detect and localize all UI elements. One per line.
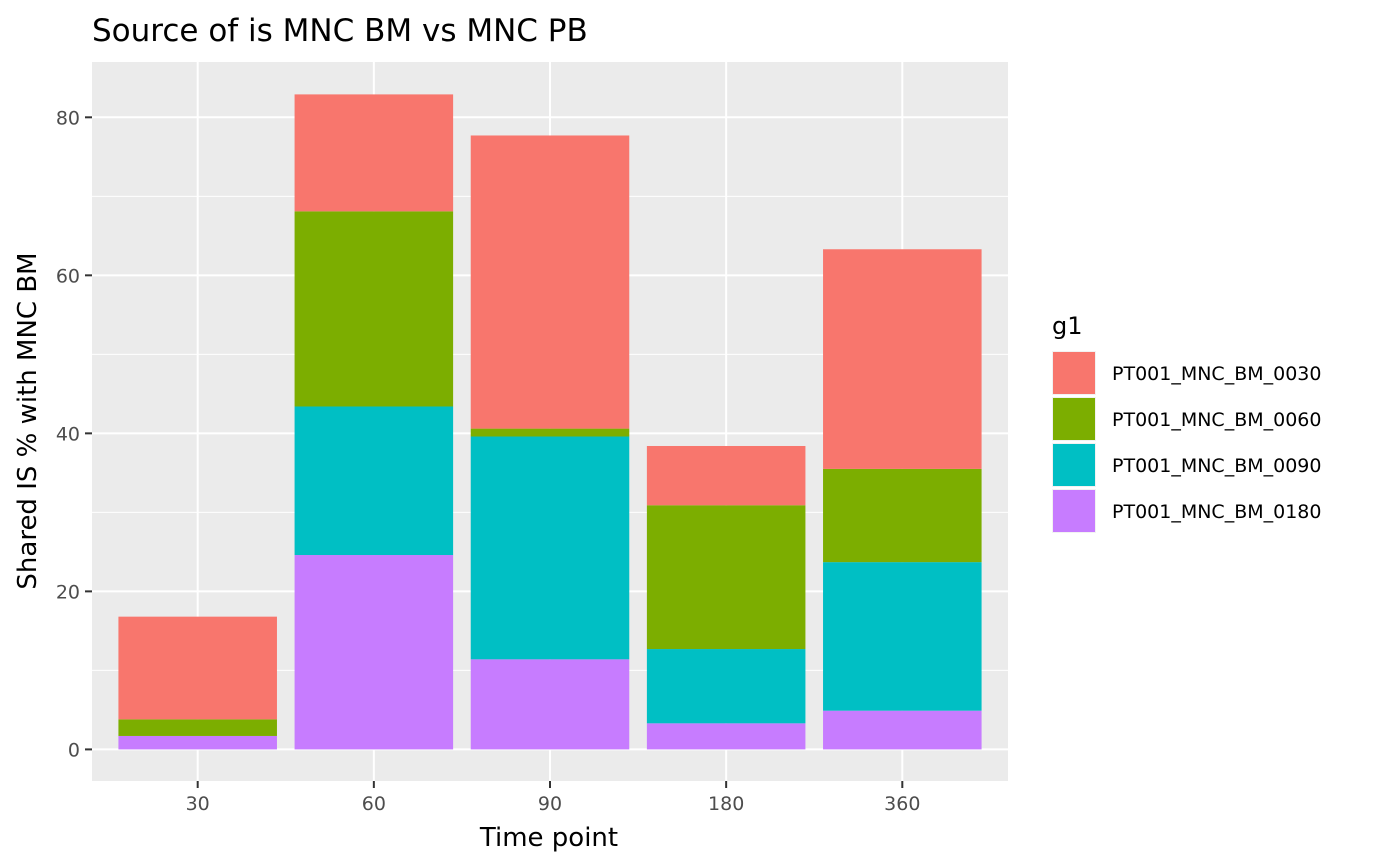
x-tick-label: 180 <box>708 793 744 815</box>
y-tick-label: 60 <box>56 265 80 287</box>
bar-segment <box>646 649 806 724</box>
x-tick-label: 30 <box>186 793 210 815</box>
y-tick-label: 20 <box>56 581 80 603</box>
bar-segment <box>294 211 454 407</box>
y-tick-label: 80 <box>56 107 80 129</box>
legend-swatch <box>1053 352 1095 394</box>
y-tick-label: 40 <box>56 423 80 445</box>
legend-swatch <box>1053 398 1095 440</box>
legend-label: PT001_MNC_BM_0030 <box>1112 363 1321 385</box>
bar-segment <box>294 555 454 750</box>
y-axis-title: Shared IS % with MNC BM <box>13 252 43 589</box>
legend-swatch <box>1053 444 1095 486</box>
bars <box>118 94 982 750</box>
bar-segment <box>823 468 982 563</box>
legend-title: g1 <box>1052 312 1083 340</box>
bar-segment <box>823 249 982 469</box>
x-tick-label: 90 <box>538 793 562 815</box>
bar-segment <box>823 562 982 711</box>
legend-label: PT001_MNC_BM_0090 <box>1112 455 1321 477</box>
y-axis: 0 20 40 60 80 <box>56 107 92 761</box>
bar-segment <box>470 436 630 660</box>
bar-segment <box>294 406 454 556</box>
legend: g1 PT001_MNC_BM_0030 PT001_MNC_BM_0060 PT0… <box>1052 312 1321 533</box>
bar-segment <box>470 428 630 437</box>
legend-label: PT001_MNC_BM_0060 <box>1112 409 1321 431</box>
x-axis: 30 60 90 180 360 <box>186 781 920 815</box>
y-tick-label: 0 <box>68 739 80 761</box>
chart-title: Source of is MNC BM vs MNC PB <box>92 13 588 49</box>
bar-segment <box>470 659 630 750</box>
bar-segment <box>118 735 277 750</box>
x-axis-title: Time point <box>479 823 618 853</box>
bar-segment <box>646 505 806 650</box>
legend-swatch <box>1053 490 1095 532</box>
bar-segment <box>294 94 454 212</box>
bar-segment <box>118 719 277 736</box>
bar-segment <box>470 135 630 429</box>
legend-label: PT001_MNC_BM_0180 <box>1112 501 1321 523</box>
x-tick-label: 60 <box>362 793 386 815</box>
bar-segment <box>118 616 277 720</box>
bar-segment <box>646 445 806 506</box>
bar-segment <box>646 723 806 750</box>
x-tick-label: 360 <box>884 793 920 815</box>
bar-segment <box>823 710 982 750</box>
